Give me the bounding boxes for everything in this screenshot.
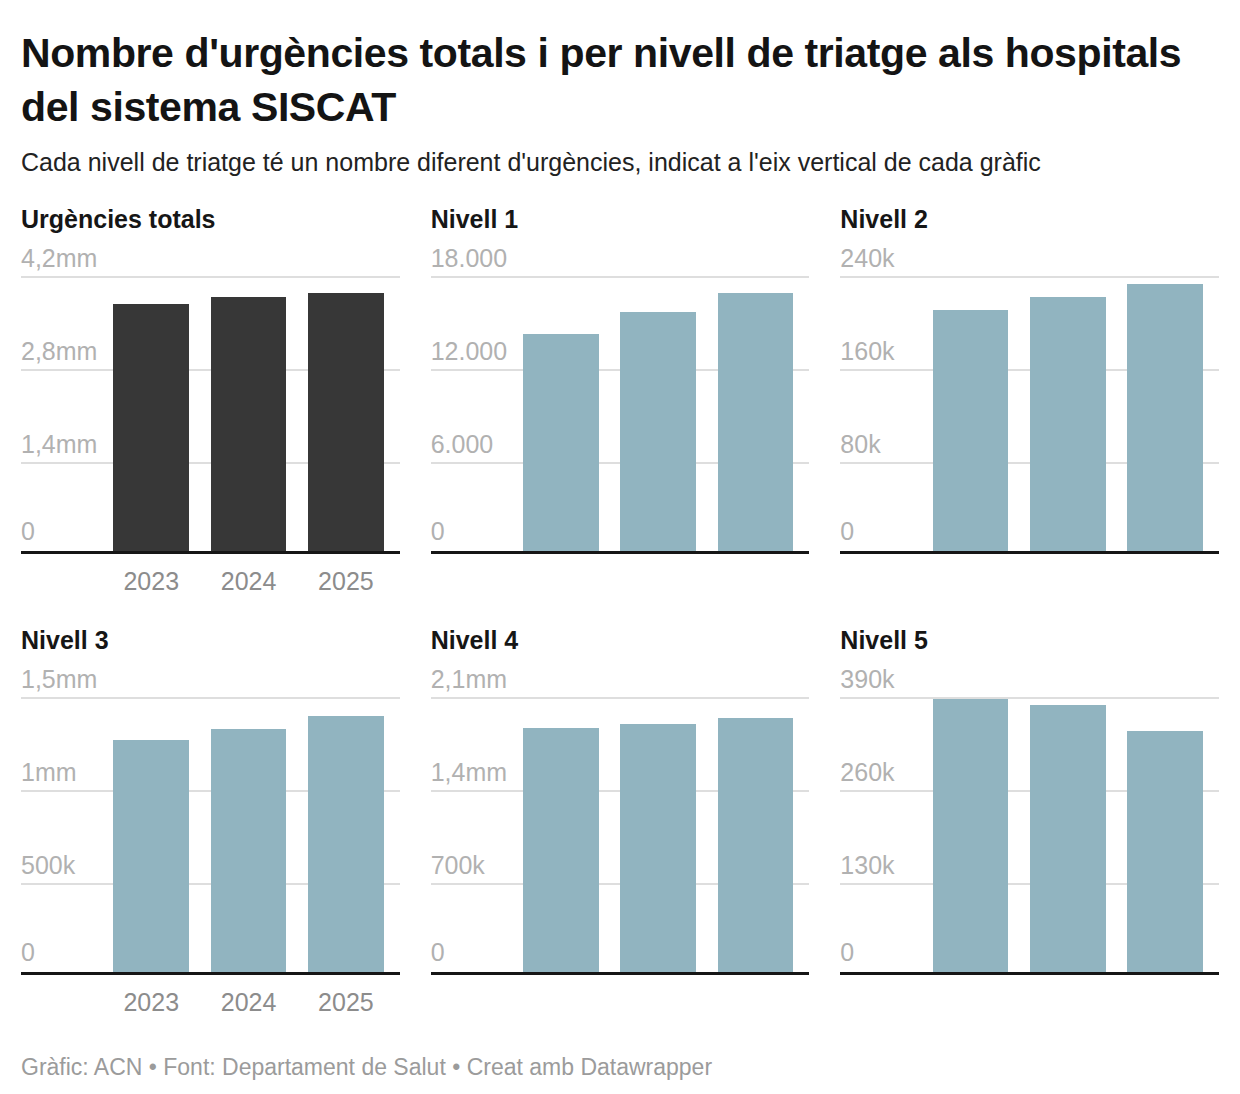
- bar-2025: [308, 716, 384, 975]
- chart-panel-title: Nivell 5: [840, 625, 1219, 656]
- page-title: Nombre d'urgències totals i per nivell d…: [21, 26, 1219, 134]
- small-multiples-grid: Urgències totals 4,2mm2,8mm1,4mm0 2023 2024…: [21, 204, 1219, 1018]
- bar-2024: [211, 729, 287, 976]
- chart-panel-nivell-3: Nivell 3 1,5mm1mm500k0 2023 2024 2025: [21, 625, 400, 1018]
- bar-2023: [523, 334, 599, 555]
- y-tick-zero-label: 0: [840, 519, 854, 544]
- x-tick-label: 2023: [113, 566, 189, 597]
- x-axis-labels: 2023 2024 2025: [21, 566, 400, 597]
- bar-2023: [933, 310, 1009, 554]
- page-subtitle: Cada nivell de triatge té un nombre dife…: [21, 147, 1219, 177]
- bar-2023: [933, 699, 1009, 975]
- x-axis-line: [21, 551, 400, 554]
- plot-area: 390k260k130k0: [840, 697, 1219, 975]
- y-tick-zero-label: 0: [21, 940, 35, 965]
- chart-panel-title: Nivell 2: [840, 204, 1219, 235]
- y-tick-zero-label: 0: [21, 519, 35, 544]
- bars-group: [431, 276, 810, 554]
- x-tick-label: 2024: [211, 566, 287, 597]
- chart-panel-nivell-4: Nivell 4 2,1mm1,4mm700k0: [431, 625, 810, 1018]
- y-tick-label: 4,2mm: [21, 246, 97, 271]
- bar-2023: [113, 740, 189, 975]
- bar-2025: [1127, 284, 1203, 554]
- plot-area: 240k160k80k0: [840, 276, 1219, 554]
- x-tick-label: 2024: [211, 987, 287, 1018]
- bars-group: [21, 697, 400, 975]
- x-tick-label: 2025: [308, 987, 384, 1018]
- y-tick-label: 390k: [840, 667, 894, 692]
- y-tick-label: 240k: [840, 246, 894, 271]
- chart-page: Nombre d'urgències totals i per nivell d…: [0, 0, 1240, 1094]
- bar-2025: [718, 718, 794, 975]
- bar-2023: [113, 304, 189, 554]
- x-axis-labels: 2023 2024 2025: [21, 987, 400, 1018]
- chart-panel-title: Nivell 3: [21, 625, 400, 656]
- bar-2024: [620, 724, 696, 976]
- bar-2025: [1127, 731, 1203, 975]
- chart-panel-urgencies-totals: Urgències totals 4,2mm2,8mm1,4mm0 2023 2024…: [21, 204, 400, 597]
- chart-panel-title: Nivell 4: [431, 625, 810, 656]
- bar-2025: [308, 293, 384, 554]
- y-tick-label: 18.000: [431, 246, 507, 271]
- bars-group: [840, 697, 1219, 975]
- chart-panel-nivell-1: Nivell 1 18.00012.0006.0000: [431, 204, 810, 597]
- x-axis-line: [21, 972, 400, 975]
- y-tick-zero-label: 0: [840, 940, 854, 965]
- bar-2024: [620, 312, 696, 554]
- x-axis-line: [431, 972, 810, 975]
- bar-2025: [718, 293, 794, 554]
- x-tick-label: 2025: [308, 566, 384, 597]
- x-axis-line: [840, 972, 1219, 975]
- y-tick-label: 2,1mm: [431, 667, 507, 692]
- x-tick-label: 2023: [113, 987, 189, 1018]
- y-tick-label: 1,5mm: [21, 667, 97, 692]
- bar-2024: [211, 297, 287, 554]
- bars-group: [431, 697, 810, 975]
- plot-area: 18.00012.0006.0000: [431, 276, 810, 554]
- plot-area: 4,2mm2,8mm1,4mm0: [21, 276, 400, 554]
- attribution-footer: Gràfic: ACN • Font: Departament de Salut…: [21, 1054, 1219, 1081]
- y-tick-zero-label: 0: [431, 519, 445, 544]
- y-tick-zero-label: 0: [431, 940, 445, 965]
- chart-panel-nivell-2: Nivell 2 240k160k80k0: [840, 204, 1219, 597]
- chart-panel-title: Urgències totals: [21, 204, 400, 235]
- bar-2024: [1030, 297, 1106, 554]
- x-axis-line: [840, 551, 1219, 554]
- bar-2024: [1030, 705, 1106, 975]
- bars-group: [840, 276, 1219, 554]
- plot-area: 1,5mm1mm500k0: [21, 697, 400, 975]
- chart-panel-nivell-5: Nivell 5 390k260k130k0: [840, 625, 1219, 1018]
- bars-group: [21, 276, 400, 554]
- plot-area: 2,1mm1,4mm700k0: [431, 697, 810, 975]
- bar-2023: [523, 728, 599, 975]
- x-axis-line: [431, 551, 810, 554]
- chart-panel-title: Nivell 1: [431, 204, 810, 235]
